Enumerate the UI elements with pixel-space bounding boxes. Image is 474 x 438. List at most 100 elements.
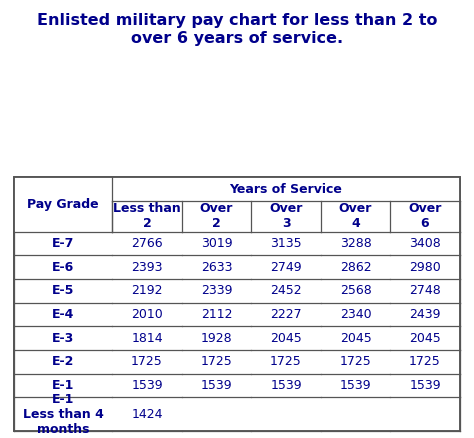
Text: 2045: 2045 (340, 332, 372, 345)
Bar (321, 397, 390, 431)
Text: 2393: 2393 (131, 261, 163, 274)
Bar (14, 397, 112, 431)
Bar (321, 374, 390, 397)
Bar (390, 350, 460, 374)
Bar (182, 397, 251, 431)
Text: 2112: 2112 (201, 308, 232, 321)
Bar (182, 350, 251, 374)
Text: 2633: 2633 (201, 261, 232, 274)
Bar (251, 201, 321, 232)
Text: 2452: 2452 (270, 284, 302, 297)
Bar (112, 201, 182, 232)
Bar (182, 255, 251, 279)
Text: Pay Grade: Pay Grade (27, 198, 99, 211)
Bar (251, 350, 321, 374)
Bar (251, 303, 321, 326)
Text: 2766: 2766 (131, 237, 163, 250)
Text: 2010: 2010 (131, 308, 163, 321)
Text: E-2: E-2 (52, 355, 74, 368)
Bar (14, 177, 112, 232)
Text: 2192: 2192 (131, 284, 163, 297)
Text: E-3: E-3 (52, 332, 74, 345)
Bar (390, 201, 460, 232)
Text: Over
3: Over 3 (269, 202, 303, 230)
Bar (14, 374, 112, 397)
Bar (14, 232, 112, 255)
Bar (251, 255, 321, 279)
Bar (321, 303, 390, 326)
Bar (14, 303, 112, 326)
Bar (251, 397, 321, 431)
Bar (14, 177, 460, 431)
Bar (112, 255, 182, 279)
Text: 1539: 1539 (340, 379, 371, 392)
Text: 2339: 2339 (201, 284, 232, 297)
Bar (321, 326, 390, 350)
Text: E-7: E-7 (52, 237, 74, 250)
Text: 2227: 2227 (270, 308, 302, 321)
Text: Over
2: Over 2 (200, 202, 233, 230)
Text: 1814: 1814 (131, 332, 163, 345)
Text: Over
6: Over 6 (408, 202, 442, 230)
Text: 1725: 1725 (409, 355, 441, 368)
Text: 2748: 2748 (409, 284, 441, 297)
Bar (251, 232, 321, 255)
Text: 2340: 2340 (340, 308, 371, 321)
Text: 2439: 2439 (409, 308, 441, 321)
Text: 1928: 1928 (201, 332, 232, 345)
Text: 2862: 2862 (340, 261, 371, 274)
Text: E-1
Less than 4
months: E-1 Less than 4 months (23, 393, 104, 436)
Text: 1424: 1424 (131, 408, 163, 421)
Bar (321, 350, 390, 374)
Bar (182, 374, 251, 397)
Bar (390, 255, 460, 279)
Bar (112, 303, 182, 326)
Text: E-4: E-4 (52, 308, 74, 321)
Bar (321, 279, 390, 303)
Text: 1539: 1539 (131, 379, 163, 392)
Text: 1539: 1539 (270, 379, 302, 392)
Bar (182, 279, 251, 303)
Text: Less than
2: Less than 2 (113, 202, 181, 230)
Bar (14, 279, 112, 303)
Bar (182, 232, 251, 255)
Text: 2980: 2980 (409, 261, 441, 274)
Bar (14, 177, 460, 431)
Bar (112, 397, 182, 431)
Bar (112, 374, 182, 397)
Text: 1725: 1725 (201, 355, 232, 368)
Text: 3288: 3288 (340, 237, 372, 250)
Text: 3135: 3135 (270, 237, 302, 250)
Text: 3019: 3019 (201, 237, 232, 250)
Text: 1725: 1725 (131, 355, 163, 368)
Bar (14, 326, 112, 350)
Text: 1539: 1539 (409, 379, 441, 392)
Text: 2568: 2568 (340, 284, 372, 297)
Bar (390, 397, 460, 431)
Text: E-5: E-5 (52, 284, 74, 297)
Bar (112, 279, 182, 303)
Bar (182, 303, 251, 326)
Text: E-1: E-1 (52, 379, 74, 392)
Bar (390, 232, 460, 255)
Bar (182, 201, 251, 232)
Text: 2045: 2045 (270, 332, 302, 345)
Bar (251, 279, 321, 303)
Bar (251, 374, 321, 397)
Bar (112, 232, 182, 255)
Text: Years of Service: Years of Service (229, 183, 342, 196)
Bar (321, 232, 390, 255)
Bar (14, 255, 112, 279)
Bar (390, 374, 460, 397)
Bar (390, 303, 460, 326)
Text: E-6: E-6 (52, 261, 74, 274)
Bar (251, 326, 321, 350)
Text: 2045: 2045 (409, 332, 441, 345)
Bar (182, 326, 251, 350)
Bar (112, 350, 182, 374)
Bar (390, 326, 460, 350)
Bar (14, 350, 112, 374)
Text: Over
4: Over 4 (339, 202, 372, 230)
Bar (321, 255, 390, 279)
Text: 2749: 2749 (270, 261, 302, 274)
